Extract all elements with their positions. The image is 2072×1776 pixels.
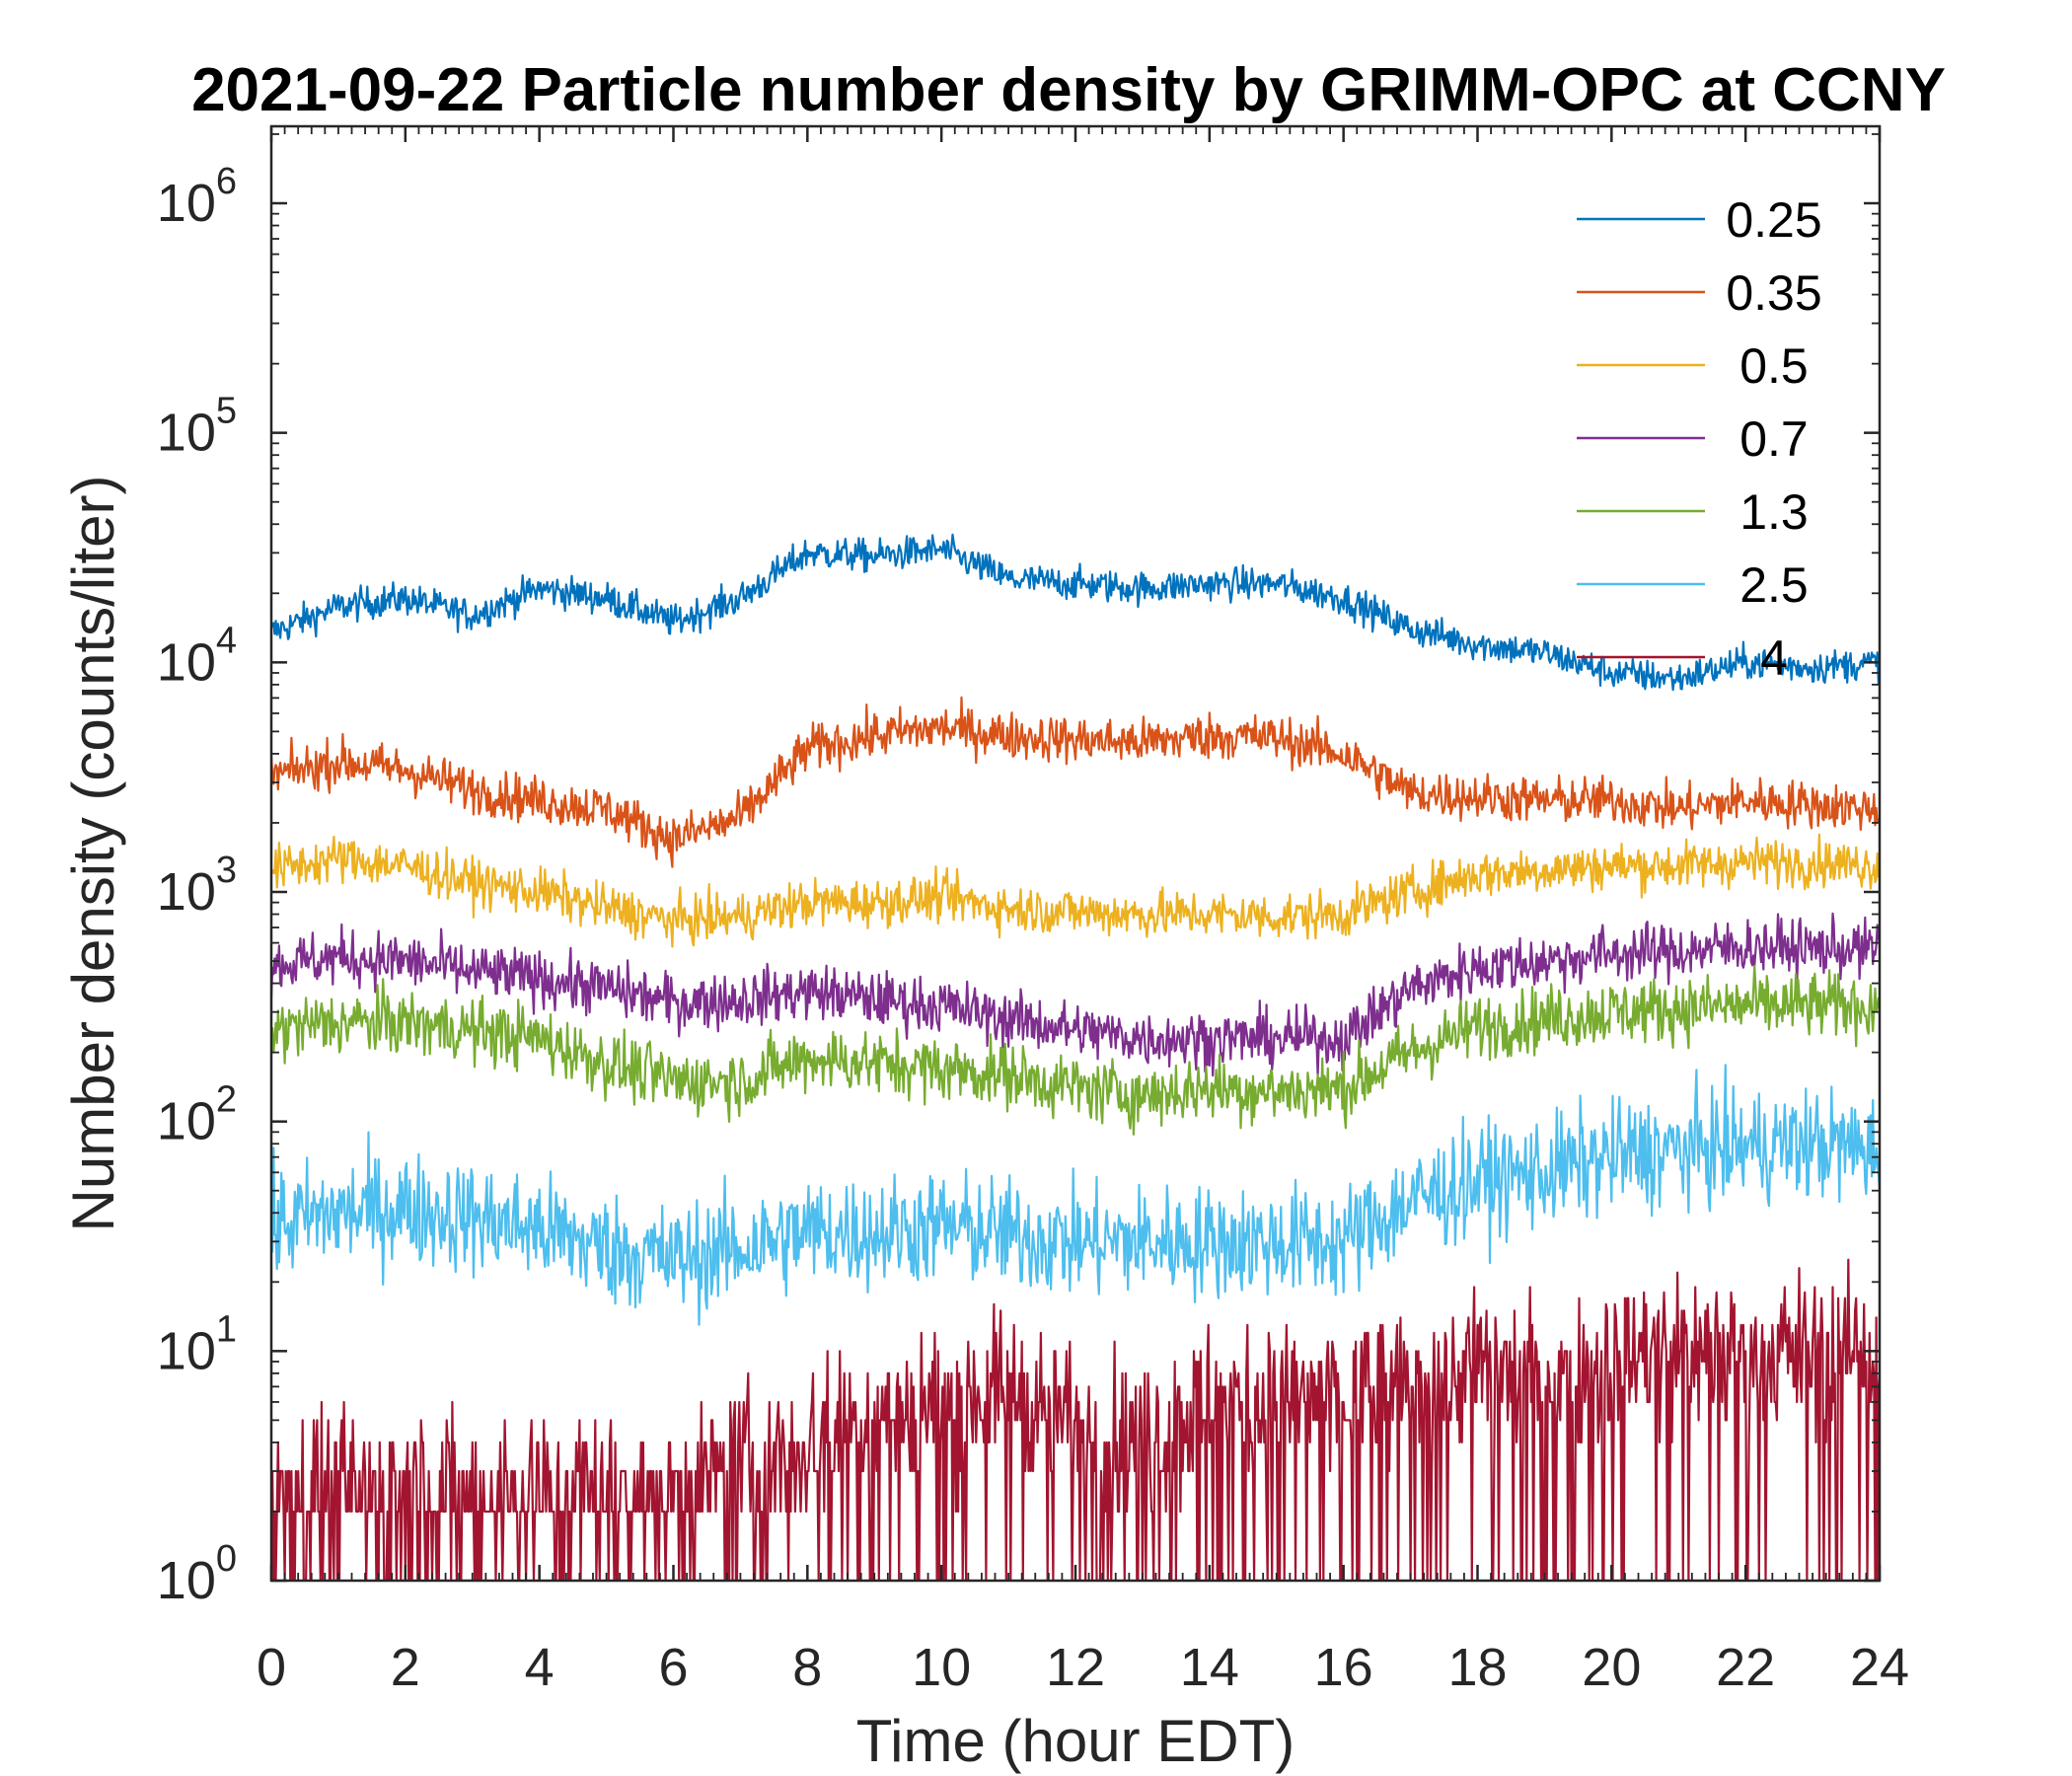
- y-tick-label: 100: [157, 1538, 237, 1610]
- x-tick-label: 8: [792, 1638, 822, 1697]
- series-line-0.5: [271, 833, 1880, 948]
- x-axis-label: Time (hour EDT): [856, 1708, 1295, 1774]
- series-line-2.5: [271, 1064, 1880, 1326]
- x-tick-label: 14: [1180, 1638, 1239, 1697]
- legend: 0.25 0.35 0.5 0.7 1.3 2.5 4: [1577, 192, 1822, 686]
- x-tick-label: 10: [912, 1638, 971, 1697]
- legend-label-2.5: 2.5: [1739, 557, 1809, 613]
- x-tick-label: 18: [1447, 1638, 1507, 1697]
- legend-label-0.7: 0.7: [1739, 411, 1809, 467]
- y-tick-label: 104: [157, 620, 237, 692]
- legend-label-1.3: 1.3: [1739, 484, 1809, 540]
- x-tick-label: 16: [1314, 1638, 1373, 1697]
- y-tick-label: 105: [157, 391, 237, 463]
- x-tick-label: 0: [257, 1638, 286, 1697]
- axes-layer: 0 2 4 6 8 10 12 14 16 18 20 22 241001011021031041051…: [157, 126, 1909, 1697]
- y-tick-label: 106: [157, 161, 237, 233]
- x-tick-label: 24: [1850, 1638, 1909, 1697]
- x-tick-label: 4: [525, 1638, 555, 1697]
- x-tick-label: 12: [1046, 1638, 1105, 1697]
- series-line-0.35: [271, 696, 1880, 868]
- chart-title: 2021-09-22 Particle number density by GR…: [191, 56, 1946, 124]
- legend-label-0.25: 0.25: [1726, 192, 1821, 248]
- y-axis-label: Number density (counts/liter): [60, 476, 126, 1232]
- series-layer: [271, 533, 1880, 1581]
- x-tick-label: 6: [658, 1638, 688, 1697]
- y-tick-label: 101: [157, 1308, 237, 1380]
- series-line-4: [271, 1258, 1880, 1581]
- series-line-1.3: [271, 964, 1880, 1136]
- x-tick-label: 2: [391, 1638, 420, 1697]
- y-tick-label: 102: [157, 1079, 237, 1151]
- x-tick-label: 22: [1716, 1638, 1775, 1697]
- y-tick-label: 103: [157, 850, 237, 922]
- legend-label-0.5: 0.5: [1739, 338, 1809, 394]
- series-line-0.7: [271, 912, 1880, 1077]
- x-tick-label: 20: [1582, 1638, 1641, 1697]
- series-line-0.25: [271, 533, 1880, 692]
- legend-label-0.35: 0.35: [1726, 265, 1821, 321]
- legend-label-4: 4: [1760, 630, 1788, 686]
